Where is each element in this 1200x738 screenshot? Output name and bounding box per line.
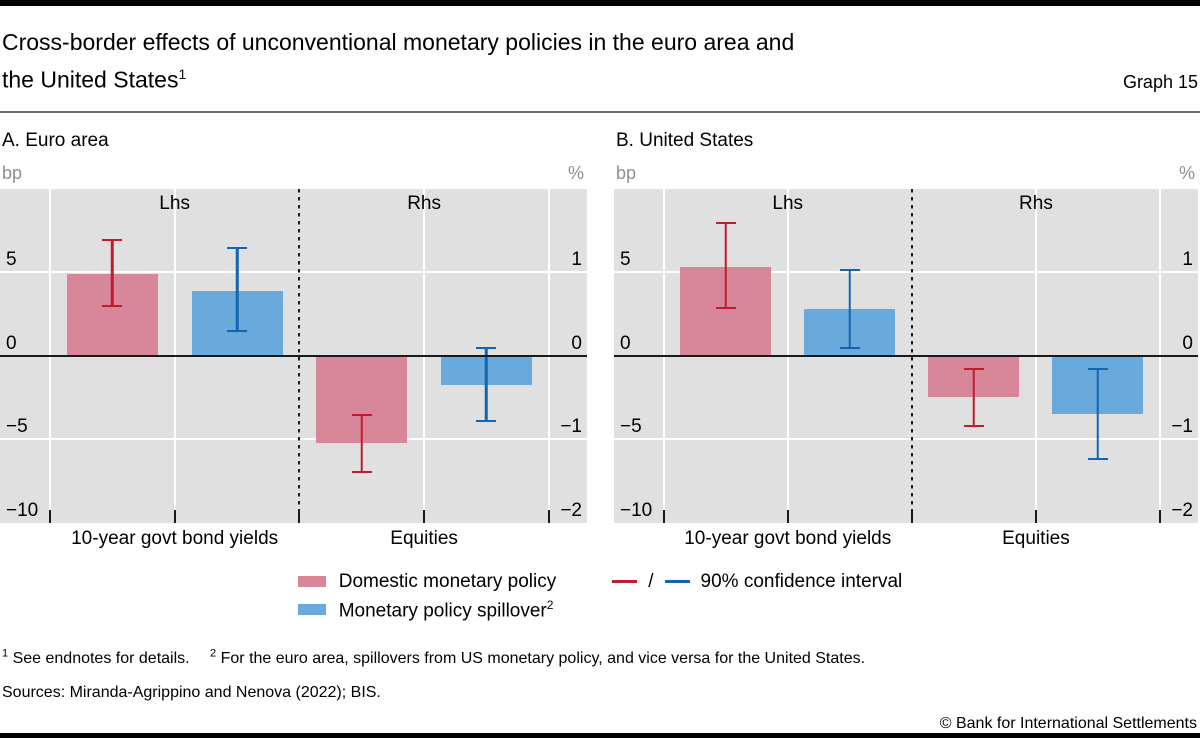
legend-text-spillover: Monetary policy spillover [338,599,547,621]
left-axis-tick-label: −5 [6,416,28,438]
category-label: Equities [1002,527,1070,549]
left-axis-tick-label: 0 [6,332,17,354]
gridline-horizontal [0,271,587,274]
axis-tick [423,509,426,523]
right-axis-tick-label: 0 [1182,332,1193,354]
legend-label-domestic: Domestic monetary policy [339,571,557,593]
right-axis-tick-label: −1 [1171,416,1193,438]
sources-line: Sources: Miranda-Agrippino and Nenova (2… [2,683,381,701]
footnote-1-text: See endnotes for details. [12,649,190,667]
gridline-horizontal [0,438,587,441]
left-axis-tick-label: −10 [620,499,653,521]
right-axis-unit: % [567,162,584,183]
legend-item-domestic: Domestic monetary policy [297,570,557,594]
red-ci-line-sample [612,580,638,584]
top-rule-bar [0,0,1200,6]
confidence-interval-whisker [963,368,984,427]
footnote-2-marker: 2 [210,647,217,660]
confidence-interval-whisker [715,222,736,309]
graph-number: Graph 15 [1122,71,1198,92]
axis-tick [1034,509,1037,523]
right-axis-tick-label: 1 [571,249,582,271]
axis-tick [910,509,913,523]
confidence-interval-whisker [227,247,247,333]
legend: Domestic monetary policy Monetary policy… [0,570,1200,622]
plot-area: Lhs Rhs 5 0 −5 −10 1 0 −1 −2 [614,188,1198,523]
left-axis-tick-label: −5 [620,416,642,438]
right-axis-unit: % [1178,162,1195,183]
title-footnote-marker: 1 [178,66,187,82]
plot-area: Lhs Rhs 5 0 −5 −10 1 0 −1 −2 [0,188,587,523]
footnote-2-text: For the euro area, spillovers from US mo… [220,649,866,667]
ci-label: 90% confidence interval [700,570,903,592]
axis-tick [662,509,665,523]
axis-tick [173,509,176,523]
chart-panel-a: A. Euro area bp% Lhs Rhs 5 0 −5 −10 1 0 −1 −2 10-yea… [0,124,587,553]
left-axis-unit: bp [2,162,23,183]
footnote-1: 1 See endnotes for details. [2,647,190,667]
title-line-2: the United States [2,66,179,93]
category-label: Equities [390,527,458,549]
chart-panel-b: B. United States bp% Lhs Rhs 5 0 −5 −10 1 0 −1 −2 10… [614,124,1198,553]
gridline-horizontal [614,271,1198,274]
category-labels-row: 10-year govt bond yields Equities [614,523,1198,553]
left-axis-tick-label: −10 [6,499,39,521]
panel-title: A. Euro area [2,129,109,151]
title-line-1: Cross-border effects of unconventional m… [2,29,795,55]
axis-units-row: bp% [614,162,1198,184]
axis-tick [547,509,550,523]
left-axis-unit: bp [616,162,637,183]
confidence-interval-whisker [1087,368,1108,461]
chart-title: Cross-border effects of unconventional m… [2,26,794,96]
ci-separator: / [648,570,654,592]
category-label: 10-year govt bond yields [71,527,279,549]
bottom-rule-bar [0,733,1200,738]
axis-tick [786,509,789,523]
legend-confidence-interval: / 90% confidence interval [612,570,902,594]
right-axis-tick-label: −2 [560,499,582,521]
confidence-interval-whisker [476,347,497,423]
confidence-interval-whisker [102,238,123,308]
blue-ci-line-sample [664,580,690,584]
header: Cross-border effects of unconventional m… [0,0,1200,111]
rhs-section-label: Rhs [1019,192,1053,214]
legend-series-column: Domestic monetary policy Monetary policy… [297,570,557,622]
legend-text-domestic: Domestic monetary policy [338,570,557,592]
domestic-policy-swatch [297,576,326,588]
panel-title: B. United States [616,129,754,151]
lhs-section-label: Lhs [772,192,804,214]
copyright-line: © Bank for International Settlements [939,714,1197,732]
axis-tick [298,509,301,523]
rhs-section-label: Rhs [407,192,441,214]
axis-tick [1159,509,1162,523]
legend-label-spillover: Monetary policy spillover2 [339,598,554,622]
header-divider-rule [0,110,1200,113]
axis-tick [48,509,51,523]
confidence-interval-whisker [351,414,372,473]
footnotes: 1 See endnotes for details. 2 For the eu… [2,644,1200,669]
charts-row: A. Euro area bp% Lhs Rhs 5 0 −5 −10 1 0 −1 −2 10-yea… [0,113,1200,553]
legend-footnote-marker: 2 [546,597,554,612]
axis-units-row: bp% [0,162,587,184]
zero-line [614,354,1198,357]
right-axis-tick-label: −1 [560,416,582,438]
right-axis-tick-label: −2 [1171,499,1193,521]
category-label: 10-year govt bond yields [684,527,892,549]
footnote-2: 2 For the euro area, spillovers from US … [210,647,866,667]
right-axis-tick-label: 1 [1182,249,1193,271]
right-axis-tick-label: 0 [571,332,582,354]
footnote-1-marker: 1 [2,647,9,660]
gridline-horizontal [614,438,1198,441]
zero-line [0,354,587,357]
spillover-swatch [297,604,326,616]
confidence-interval-whisker [839,268,860,349]
left-axis-tick-label: 5 [620,249,631,271]
left-axis-tick-label: 5 [6,249,17,271]
legend-item-spillover: Monetary policy spillover2 [297,598,557,622]
lhs-section-label: Lhs [159,192,190,214]
category-labels-row: 10-year govt bond yields Equities [0,523,587,553]
left-axis-tick-label: 0 [620,332,631,354]
